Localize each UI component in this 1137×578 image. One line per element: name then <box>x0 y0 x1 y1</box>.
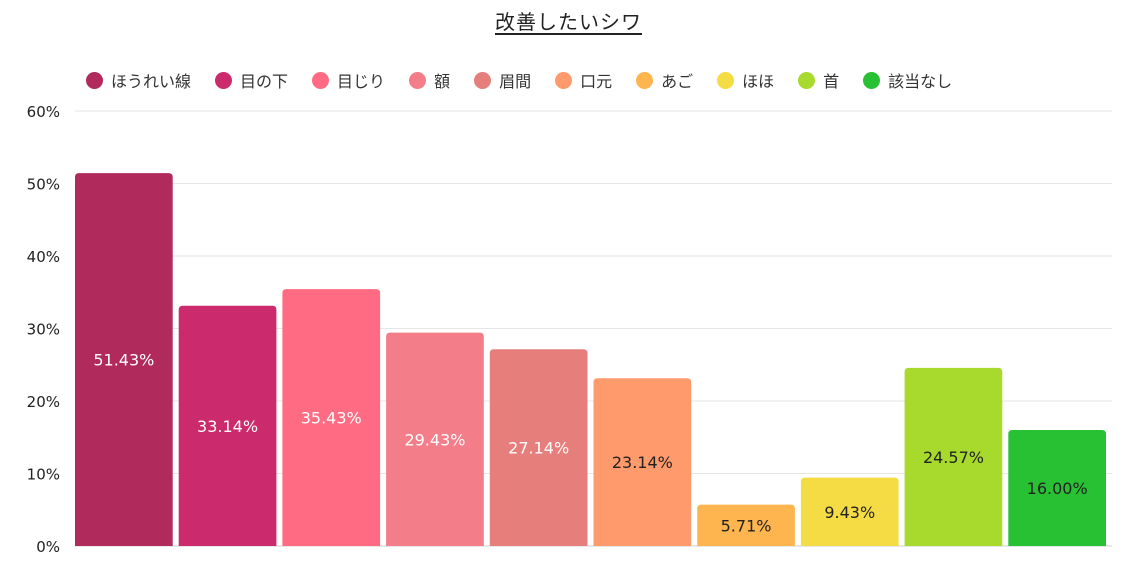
bar <box>75 173 173 546</box>
legend-label: 額 <box>434 72 451 91</box>
legend-item: 目じり <box>312 68 385 92</box>
legend-label: 首 <box>823 72 840 91</box>
y-tick-label: 0% <box>36 538 60 556</box>
bar <box>904 367 1003 546</box>
legend-swatch <box>312 71 330 89</box>
legend-swatch <box>555 71 573 89</box>
legend-item: ほほ <box>717 68 774 92</box>
bar-value-label: 23.14% <box>612 453 673 472</box>
legend-item: 額 <box>409 68 450 92</box>
legend-label: 目じり <box>337 72 386 91</box>
bar <box>593 378 692 546</box>
legend-swatch <box>636 71 654 89</box>
y-tick-label: 30% <box>27 321 60 339</box>
legend-item: 口元 <box>555 68 612 92</box>
legend-swatch <box>717 71 735 89</box>
legend-swatch <box>474 71 492 89</box>
legend-label: 眉間 <box>499 72 532 91</box>
legend-item: 目の下 <box>215 68 288 92</box>
legend-label: ほほ <box>742 72 775 91</box>
y-tick-label: 10% <box>27 466 60 484</box>
bar-value-label: 51.43% <box>93 351 154 370</box>
legend-label: 該当なし <box>888 72 953 91</box>
legend-item: ほうれい線 <box>86 68 191 92</box>
bar <box>489 349 588 546</box>
bar <box>697 504 795 546</box>
bar-value-label: 29.43% <box>404 430 465 449</box>
legend-swatch <box>798 71 816 89</box>
bar-value-label: 35.43% <box>301 409 362 428</box>
legend-item: あご <box>636 68 693 92</box>
legend-label: あご <box>661 72 694 91</box>
bar <box>178 305 277 546</box>
bar-value-label: 27.14% <box>508 439 569 458</box>
bar-value-label: 5.71% <box>721 516 772 535</box>
legend-label: 口元 <box>580 72 613 91</box>
bar-value-label: 16.00% <box>1027 479 1088 498</box>
bar <box>800 477 899 546</box>
y-tick-label: 50% <box>27 176 60 194</box>
y-tick-label: 40% <box>27 248 60 266</box>
legend-item: 該当なし <box>863 68 952 92</box>
legend-item: 眉間 <box>474 68 531 92</box>
legend-item: 首 <box>798 68 839 92</box>
bar-value-label: 33.14% <box>197 417 258 436</box>
legend: ほうれい線 目の下 目じり 額 眉間 口元 あご ほほ 首 該当なし <box>86 68 976 92</box>
legend-swatch <box>86 71 103 89</box>
legend-swatch <box>863 71 881 89</box>
legend-swatch <box>215 71 233 89</box>
legend-swatch <box>409 71 427 89</box>
legend-label: 目の下 <box>240 72 289 91</box>
y-tick-label: 60% <box>27 103 60 121</box>
bar-value-label: 9.43% <box>824 503 875 522</box>
legend-label: ほうれい線 <box>111 72 192 91</box>
bar <box>1008 430 1106 546</box>
chart-title: 改善したいシワ <box>495 10 642 34</box>
bar <box>386 332 484 546</box>
bar-value-label: 24.57% <box>923 448 984 467</box>
y-tick-label: 20% <box>27 393 60 411</box>
bar <box>282 289 381 546</box>
